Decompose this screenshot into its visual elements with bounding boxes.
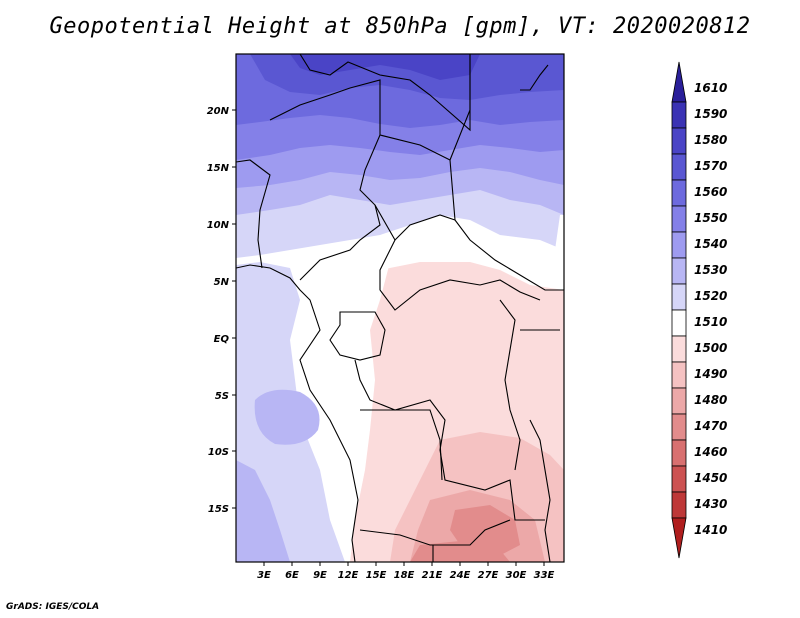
lon-label: 27E — [478, 570, 499, 581]
lat-axis: 20N 15N 10N 5N EQ 5S 10S 15S — [207, 106, 236, 515]
colorbar-level-label: 1510 — [694, 315, 727, 329]
lon-label: 33E — [534, 570, 555, 581]
lat-label: 15S — [208, 504, 229, 515]
lon-label: 9E — [313, 570, 327, 581]
height-field — [236, 54, 564, 562]
map-title: Geopotential Height at 850hPa [gpm], VT:… — [49, 14, 751, 39]
colorbar-level-label: 1450 — [694, 471, 727, 485]
colorbar-swatch — [671, 413, 687, 441]
colorbar-level-label: 1460 — [694, 445, 727, 459]
lon-label: 24E — [450, 570, 471, 581]
map-frame — [235, 53, 565, 563]
colorbar: 1610 1590 1580 1570 1560 1550 1540 1530 1520 1510… — [671, 61, 727, 559]
lon-label: 12E — [338, 570, 359, 581]
colorbar-level-label: 1550 — [694, 211, 727, 225]
colorbar-swatch — [671, 335, 687, 363]
colorbar-level-label: 1590 — [694, 107, 727, 121]
colorbar-level-label: 1430 — [694, 497, 727, 511]
colorbar-level-label: 1540 — [694, 237, 727, 251]
lon-label: 6E — [285, 570, 299, 581]
colorbar-swatch — [671, 465, 687, 493]
lon-label: 18E — [394, 570, 415, 581]
lat-label: EQ — [214, 334, 230, 345]
colorbar-level-label: 1500 — [694, 341, 727, 355]
lon-label: 21E — [422, 570, 443, 581]
lat-label: 15N — [207, 163, 230, 174]
colorbar-swatch — [671, 179, 687, 207]
lon-label: 15E — [366, 570, 387, 581]
colorbar-level-label: 1570 — [694, 159, 727, 173]
colorbar-swatch — [671, 231, 687, 259]
colorbar-swatch — [671, 439, 687, 467]
lat-label: 5N — [214, 277, 230, 288]
colorbar-level-label: 1470 — [694, 419, 727, 433]
lat-label: 10S — [208, 447, 229, 458]
colorbar-level-label: 1610 — [694, 81, 727, 95]
lon-axis: 3E 6E 9E 12E 15E 18E 21E 24E 27E 30E 33E — [257, 562, 555, 581]
grads-credit: GrADS: IGES/COLA — [6, 602, 100, 612]
lat-label: 5S — [215, 391, 229, 402]
colorbar-swatch — [671, 153, 687, 181]
colorbar-swatch — [671, 101, 687, 129]
colorbar-swatch — [671, 127, 687, 155]
colorbar-level-label: 1560 — [694, 185, 727, 199]
lat-label: 10N — [207, 220, 230, 231]
colorbar-swatch — [671, 257, 687, 285]
colorbar-level-label: 1580 — [694, 133, 727, 147]
borders — [236, 54, 564, 562]
colorbar-level-label: 1410 — [694, 523, 727, 537]
lon-label: 30E — [506, 570, 527, 581]
colorbar-level-label: 1520 — [694, 289, 727, 303]
lon-label: 3E — [257, 570, 271, 581]
colorbar-level-label: 1480 — [694, 393, 727, 407]
lat-label: 20N — [207, 106, 230, 117]
colorbar-swatch — [671, 61, 687, 103]
colorbar-swatch — [671, 387, 687, 415]
colorbar-swatch — [671, 283, 687, 311]
colorbar-swatch — [671, 361, 687, 389]
colorbar-swatch — [671, 309, 687, 337]
colorbar-swatch — [671, 517, 687, 559]
colorbar-level-label: 1530 — [694, 263, 727, 277]
colorbar-swatch — [671, 491, 687, 519]
colorbar-swatch — [671, 205, 687, 233]
colorbar-level-label: 1490 — [694, 367, 727, 381]
